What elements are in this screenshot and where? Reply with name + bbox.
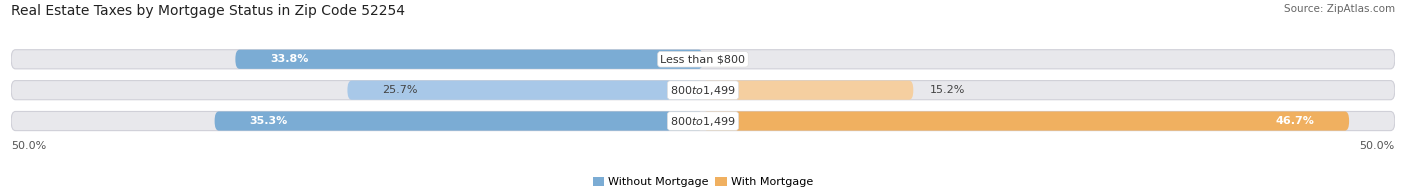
FancyBboxPatch shape xyxy=(11,112,1395,131)
Text: Less than $800: Less than $800 xyxy=(661,54,745,64)
FancyBboxPatch shape xyxy=(703,112,1350,131)
Text: 35.3%: 35.3% xyxy=(249,116,287,126)
Legend: Without Mortgage, With Mortgage: Without Mortgage, With Mortgage xyxy=(588,172,818,192)
Text: 46.7%: 46.7% xyxy=(1275,116,1315,126)
Text: $800 to $1,499: $800 to $1,499 xyxy=(671,84,735,97)
FancyBboxPatch shape xyxy=(11,50,1395,69)
FancyBboxPatch shape xyxy=(703,81,914,100)
Text: 50.0%: 50.0% xyxy=(11,141,46,151)
Text: 0.0%: 0.0% xyxy=(720,54,748,64)
Text: 33.8%: 33.8% xyxy=(270,54,308,64)
FancyBboxPatch shape xyxy=(235,50,703,69)
FancyBboxPatch shape xyxy=(215,112,703,131)
Text: $800 to $1,499: $800 to $1,499 xyxy=(671,114,735,128)
Text: 15.2%: 15.2% xyxy=(929,85,966,95)
Text: Real Estate Taxes by Mortgage Status in Zip Code 52254: Real Estate Taxes by Mortgage Status in … xyxy=(11,4,405,18)
FancyBboxPatch shape xyxy=(11,81,1395,100)
Text: 25.7%: 25.7% xyxy=(382,85,418,95)
Text: Source: ZipAtlas.com: Source: ZipAtlas.com xyxy=(1284,4,1395,14)
Text: 50.0%: 50.0% xyxy=(1360,141,1395,151)
FancyBboxPatch shape xyxy=(347,81,703,100)
